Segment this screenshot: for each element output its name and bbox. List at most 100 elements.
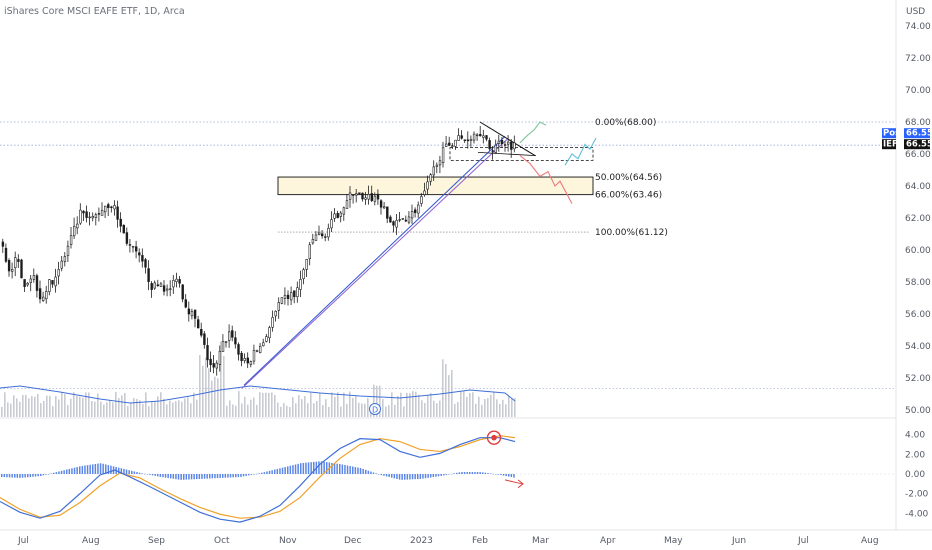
volume-bar	[334, 396, 336, 417]
time-axis: Jul Aug Sep Oct Nov Dec 2023 Feb Mar Apr May Jun Jul…	[17, 536, 879, 546]
candle-up	[472, 133, 476, 141]
macd-histogram-bar	[141, 473, 143, 474]
candle-up	[345, 200, 349, 209]
macd-histogram-bar	[240, 474, 242, 477]
macd-panel	[0, 430, 896, 523]
macd-histogram-bar	[175, 474, 177, 480]
volume-bar	[241, 403, 243, 417]
candle-up	[243, 358, 246, 361]
candle-down	[361, 192, 364, 200]
candle-down	[209, 358, 212, 366]
fib-level-label: 50.00%(64.56)	[595, 173, 662, 183]
volume-bar	[427, 395, 429, 417]
volume-bar	[124, 392, 126, 417]
candle-down	[293, 290, 296, 298]
macd-histogram-bar	[461, 472, 463, 474]
macd-histogram-bar	[383, 474, 385, 476]
volume-bar	[493, 391, 495, 417]
volume-bar	[136, 398, 138, 417]
volume-bar	[154, 401, 156, 417]
candle-up	[153, 282, 156, 289]
candle-down	[23, 279, 26, 287]
macd-histogram-bar	[450, 473, 453, 475]
volume-bar	[103, 404, 105, 417]
candle-up	[407, 216, 411, 223]
time-axis-label: Aug	[861, 536, 879, 546]
volume-bar	[16, 398, 18, 417]
macd-histogram-bar	[136, 472, 138, 474]
macd-histogram-bar	[222, 474, 224, 478]
volume-bar	[121, 395, 123, 417]
macd-histogram-bar	[123, 468, 125, 474]
macd-histogram-bar	[203, 474, 206, 479]
macd-histogram-bar	[229, 474, 232, 478]
volume-bar	[91, 401, 93, 417]
macd-histogram-bar	[99, 463, 102, 474]
candle-up	[475, 134, 479, 137]
candle-up	[91, 215, 95, 219]
candle-up	[63, 256, 67, 262]
volume-bar	[301, 399, 303, 417]
macd-histogram-bar	[6, 474, 8, 478]
volume-bar	[355, 396, 357, 417]
volume-bar	[244, 396, 246, 417]
macd-histogram-bar	[102, 463, 104, 474]
macd-histogram-bar	[138, 472, 141, 474]
macd-histogram-bar	[318, 461, 320, 474]
macd-histogram-bar	[55, 472, 58, 474]
macd-histogram-bar	[60, 470, 63, 474]
macd-histogram-bar	[271, 470, 273, 474]
candle-up	[166, 288, 169, 291]
volume-bar	[64, 394, 66, 417]
macd-histogram-bar	[349, 466, 351, 474]
volume-bar	[85, 392, 87, 417]
candle-down	[488, 140, 491, 150]
volume-bar	[391, 392, 393, 417]
macd-histogram-bar	[53, 472, 55, 474]
candle-down	[110, 206, 113, 208]
volume-bar	[130, 402, 132, 417]
candle-down	[138, 252, 141, 256]
volume-bar	[514, 398, 516, 417]
candle-up	[113, 205, 116, 210]
price-tick-label: 60.00	[905, 246, 931, 256]
volume-bar	[331, 392, 333, 417]
price-tick-label: 52.00	[905, 374, 931, 384]
candle-down	[125, 232, 129, 244]
candle-down	[379, 200, 383, 208]
macd-histogram-bar	[237, 474, 240, 478]
macd-down-arrow-shaft	[504, 479, 523, 485]
macd-histogram-bar	[388, 474, 390, 478]
volume-bar	[433, 400, 435, 417]
macd-histogram-bar	[300, 463, 302, 474]
macd-histogram-bar	[167, 474, 169, 479]
volume-bar	[184, 398, 186, 417]
time-axis-label: May	[664, 536, 683, 546]
candle-up	[104, 205, 107, 213]
candle-down	[231, 330, 234, 338]
candle-down	[193, 309, 197, 319]
macd-histogram-bar	[154, 474, 156, 476]
macd-histogram-bar	[463, 472, 466, 474]
volume-bar	[178, 400, 180, 417]
candle-down	[246, 357, 249, 364]
candle-up	[410, 210, 414, 219]
volume-bar	[172, 402, 174, 417]
candle-up	[11, 269, 14, 272]
volume-bar	[466, 396, 468, 417]
macd-histogram-bar	[66, 469, 68, 474]
candle-up	[100, 210, 104, 216]
time-axis-label: Nov	[279, 536, 297, 546]
candle-down	[162, 285, 166, 292]
candle-down	[97, 213, 101, 215]
macd-histogram-bar	[331, 462, 333, 474]
volume-bar	[229, 400, 231, 417]
candle-down	[200, 329, 203, 336]
volume-bar	[25, 394, 27, 417]
macd-histogram-bar	[76, 467, 78, 474]
macd-histogram-bar	[258, 473, 260, 474]
volume-bar	[166, 404, 168, 417]
candle-up	[45, 291, 48, 300]
candle-down	[150, 283, 153, 290]
